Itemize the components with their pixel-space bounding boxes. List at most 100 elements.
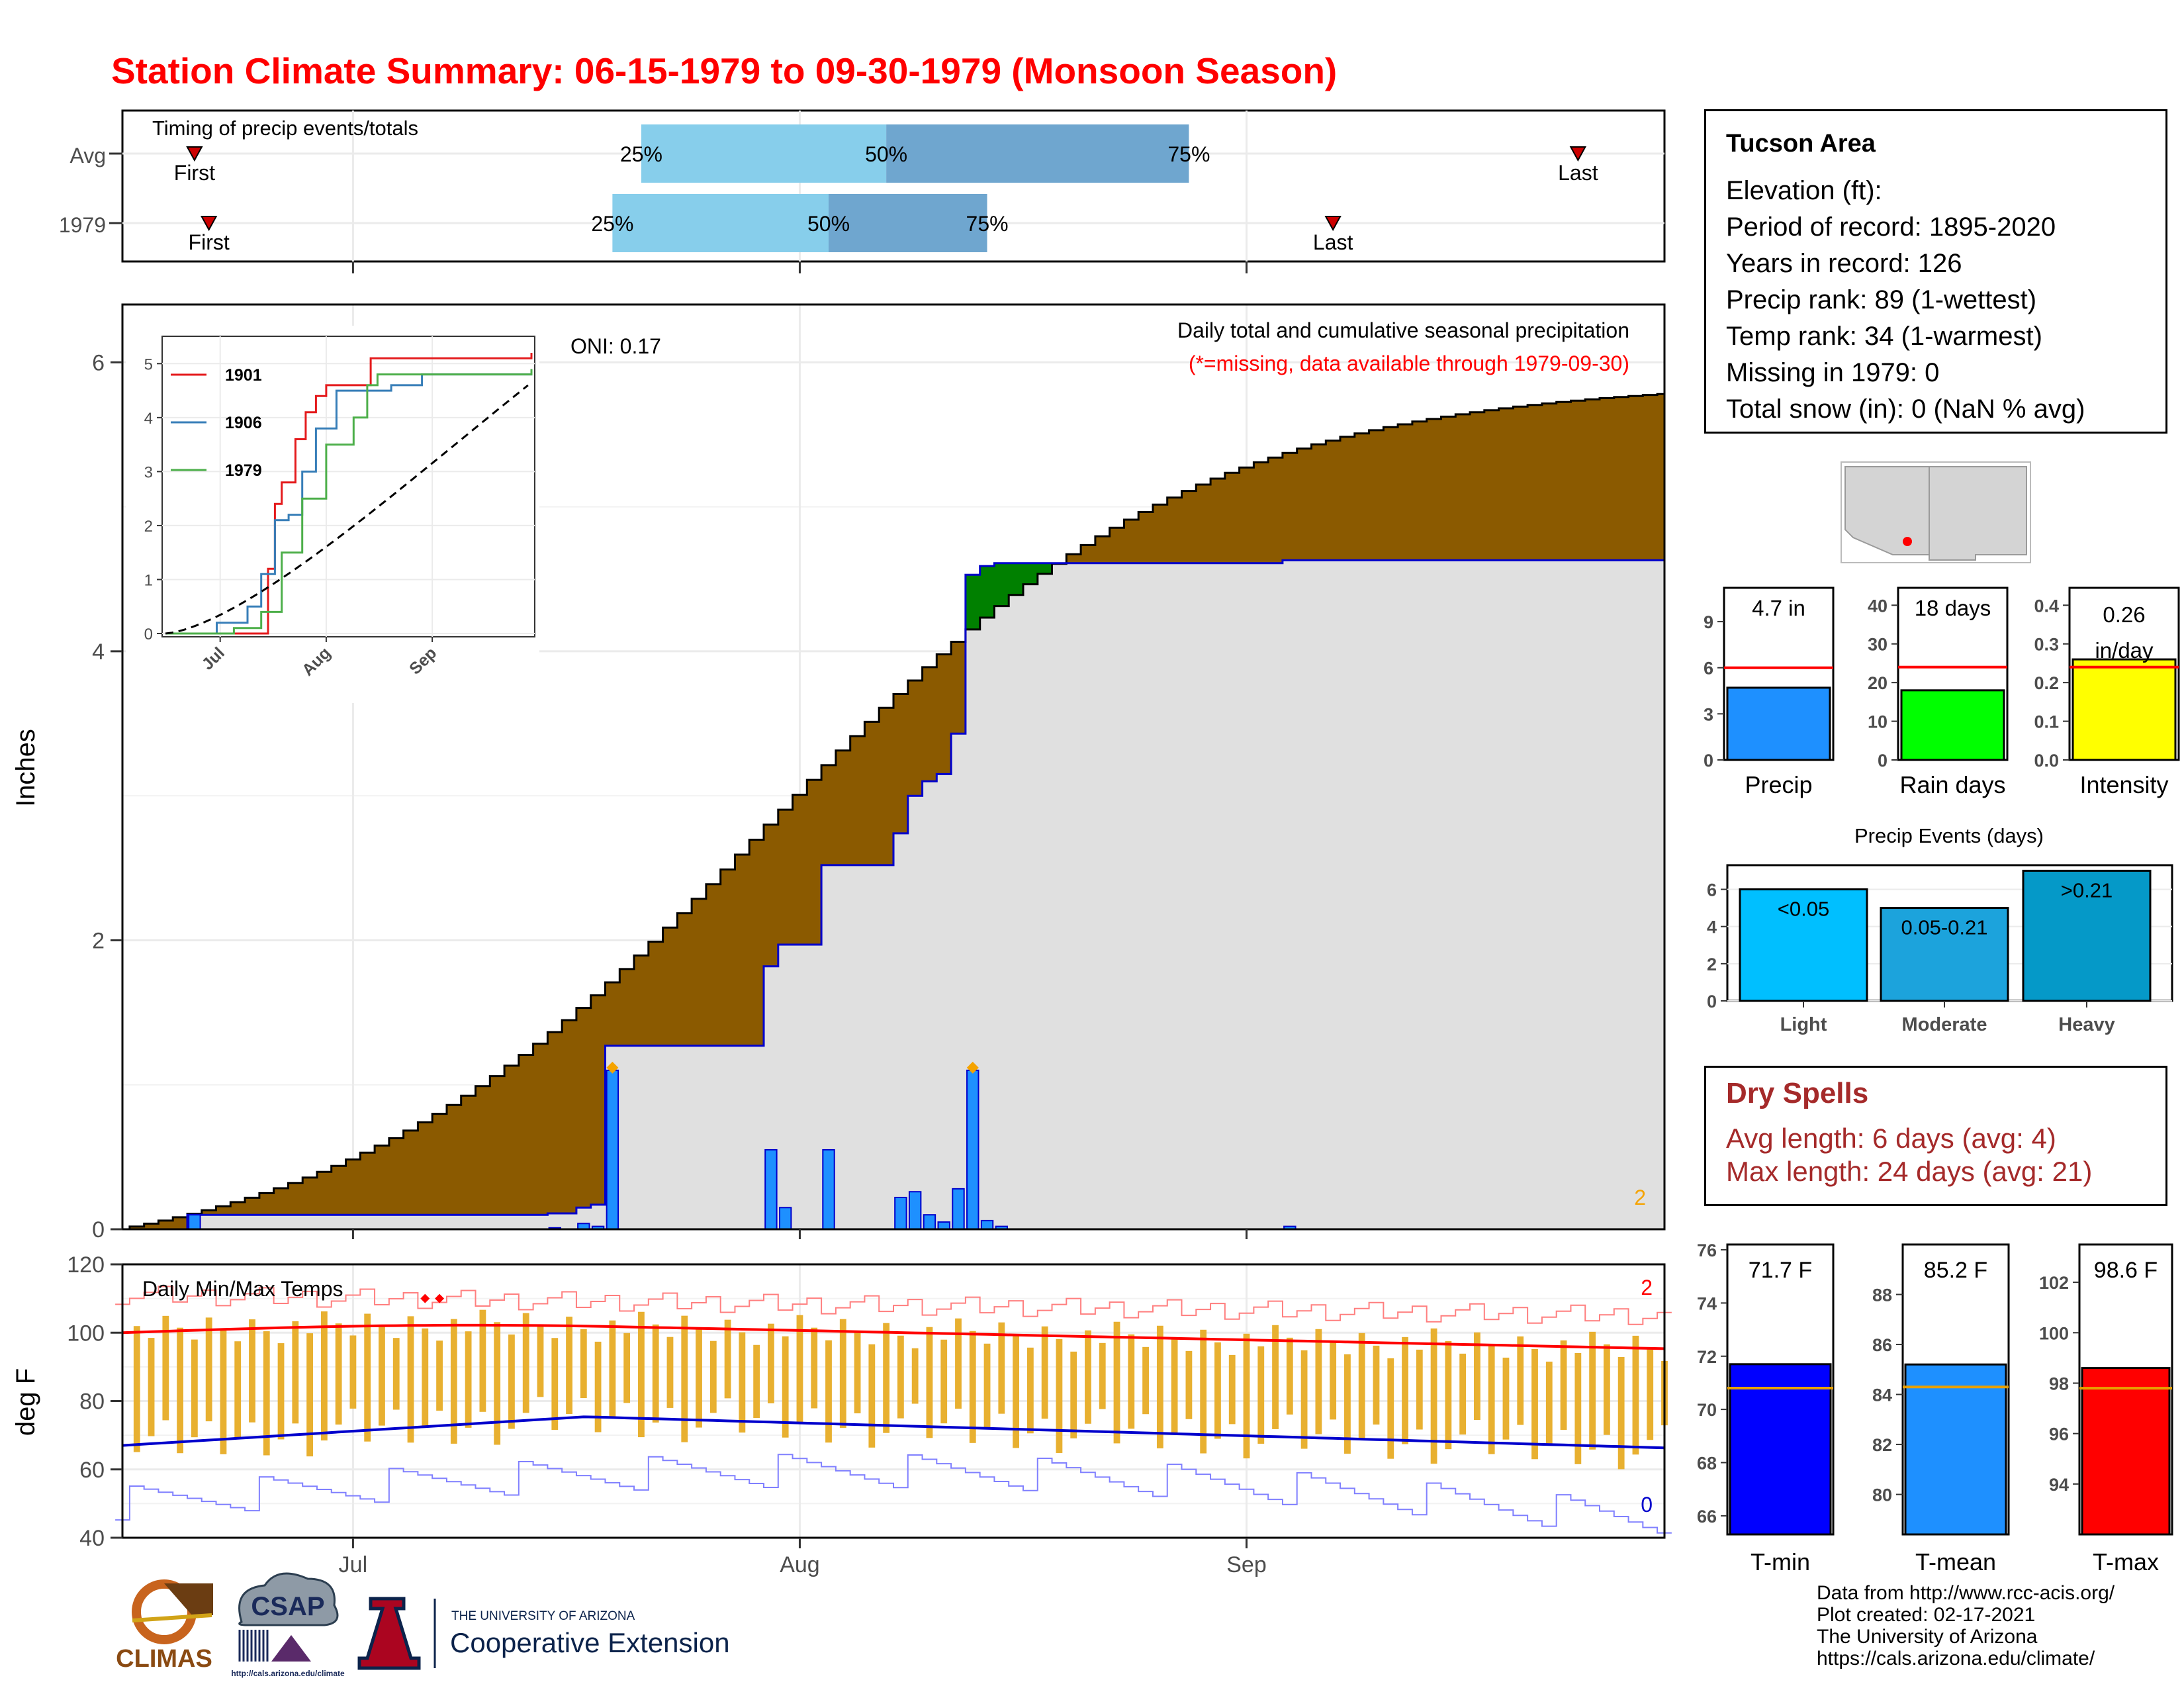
station-period: Period of record: 1895-2020 xyxy=(1726,212,2056,242)
record-precip-marker xyxy=(966,1061,979,1074)
daily-temp-range-bar xyxy=(1474,1332,1480,1420)
daily-temp-range-bar xyxy=(1228,1354,1236,1425)
daily-temp-range-bar xyxy=(1502,1357,1510,1440)
daily-temp-range-bar xyxy=(1070,1351,1077,1438)
mini-bar-value-label: 0.26 xyxy=(2103,602,2145,627)
timing-q25-q50-bar xyxy=(612,194,829,252)
precip-ytick-label: 2 xyxy=(92,928,105,953)
daily-temp-range-bar xyxy=(349,1335,357,1409)
dry-spells-box: Dry Spells Avg length: 6 days (avg: 4) M… xyxy=(1704,1066,2167,1206)
events-ytick-label: 4 xyxy=(1707,917,1717,937)
daily-temp-range-bar xyxy=(249,1319,255,1423)
temp-bar-ytick-label: 82 xyxy=(1872,1435,1892,1455)
inset-ytick-label: 5 xyxy=(144,355,153,373)
events-category-label: Moderate xyxy=(1902,1014,1987,1035)
station-temp-rank: Temp rank: 34 (1-warmest) xyxy=(1726,322,2042,351)
daily-temp-range-bar xyxy=(825,1340,832,1443)
timing-q25-q50-bar xyxy=(641,124,887,183)
daily-temp-range-bar xyxy=(623,1333,631,1403)
record-low-count: 0 xyxy=(1641,1493,1653,1517)
timing-row-label: Avg xyxy=(69,144,106,167)
timing-last-marker xyxy=(1324,216,1342,232)
temp-bar-value xyxy=(2081,1367,2171,1536)
timing-q50-q75-bar xyxy=(829,194,987,252)
daily-temp-range-bar xyxy=(1574,1352,1582,1464)
mini-bar-ytick-label: 0.0 xyxy=(2034,751,2059,771)
footer-line: Plot created: 02-17-2021 xyxy=(1817,1604,2036,1626)
daily-precip-bar xyxy=(764,1149,778,1230)
daily-temp-range-bar xyxy=(1056,1338,1063,1453)
daily-temp-range-bar xyxy=(292,1321,299,1424)
inset-legend-label: 1979 xyxy=(225,461,262,480)
precip-ytick-label: 6 xyxy=(92,350,105,375)
record-high-count: 2 xyxy=(1641,1276,1653,1299)
temp-bar-ytick-label: 72 xyxy=(1697,1347,1717,1367)
mini-bar-ytick-label: 9 xyxy=(1704,612,1713,632)
station-title: Tucson Area xyxy=(1726,130,1876,158)
inset-frame xyxy=(161,336,535,637)
daily-temp-range-bar xyxy=(811,1327,818,1409)
temp-bar-ytick-label: 66 xyxy=(1697,1507,1717,1526)
footer-credits: Data from http://www.rcc-acis.org/ Plot … xyxy=(1817,1582,2115,1669)
daily-temp-range-bar xyxy=(1488,1344,1495,1454)
daily-temp-range-bar xyxy=(450,1319,457,1444)
mini-bar-ytick-label: 0.3 xyxy=(2034,635,2059,655)
daily-temp-range-bar xyxy=(392,1338,400,1410)
inset-legend-label: 1901 xyxy=(225,366,262,385)
dry-spells-avg: Avg length: 6 days (avg: 4) xyxy=(1726,1123,2056,1154)
temp-bar-ytick-label: 80 xyxy=(1872,1485,1892,1505)
daily-temp-range-bar xyxy=(1142,1346,1149,1415)
temp-panel-title: Daily Min/Max Temps xyxy=(142,1277,343,1301)
daily-temp-range-bar xyxy=(681,1315,688,1442)
mini-bar-ytick-label: 0.4 xyxy=(2034,596,2059,616)
daily-temp-range-bar xyxy=(335,1323,342,1425)
temp-bar-value-label: 71.7 F xyxy=(1749,1258,1812,1283)
events-bar-label: >0.21 xyxy=(2061,878,2113,902)
dry-spells-title: Dry Spells xyxy=(1726,1077,1869,1109)
daily-precip-bar xyxy=(908,1191,922,1230)
inset-ytick-label: 2 xyxy=(144,518,153,536)
temp-ytick-label: 80 xyxy=(79,1389,105,1415)
inset-ytick-label: 4 xyxy=(144,410,153,428)
daily-temp-range-bar xyxy=(1128,1334,1135,1429)
temp-bar-ytick-label: 98 xyxy=(2049,1374,2069,1393)
mini-bar-ytick-label: 3 xyxy=(1704,704,1713,724)
events-title: Precip Events (days) xyxy=(1854,824,2044,847)
daily-temp-range-bar xyxy=(1387,1358,1394,1459)
precip-chart: 0 2 4 6 Inches ONI: 0.17 Daily total and cumul… xyxy=(11,303,1666,1243)
inset-series-line xyxy=(165,353,533,635)
university-of-arizona-logo xyxy=(357,1597,421,1670)
daily-temp-range-bar xyxy=(983,1343,991,1429)
mini-bar-ytick-label: 40 xyxy=(1868,596,1888,616)
temp-bar-ytick-label: 96 xyxy=(2049,1425,2069,1444)
daily-temp-range-bar xyxy=(1560,1340,1567,1430)
mini-bar-label: Rain days xyxy=(1899,771,2005,798)
daily-temp-range-bar xyxy=(1257,1346,1265,1444)
temp-bar-value-label: 85.2 F xyxy=(1924,1258,1987,1283)
daily-temp-range-bar xyxy=(594,1341,602,1432)
daily-temp-range-bar xyxy=(1647,1348,1654,1440)
precip-events-chart: Precip Events (days) <0.05 Light 0.05-0.21 M… xyxy=(1707,824,2173,1035)
daily-temp-range-bar xyxy=(1344,1354,1351,1454)
record-high-marker xyxy=(435,1293,445,1303)
daily-temp-range-bar xyxy=(1171,1338,1178,1434)
mini-bar-label: Intensity xyxy=(2079,771,2168,798)
station-precip-rank: Precip rank: 89 (1-wettest) xyxy=(1726,285,2037,314)
csap-mountain-icon xyxy=(271,1635,311,1662)
mini-bar-ytick-label: 0 xyxy=(1704,751,1713,771)
mini-bar-ytick-label: 30 xyxy=(1868,635,1888,655)
daily-temp-range-bar xyxy=(1099,1342,1106,1409)
timing-first-marker xyxy=(186,146,203,162)
temp-bar-label: T-max xyxy=(2093,1548,2159,1575)
daily-temp-range-bar xyxy=(1445,1340,1452,1450)
footer-line: Data from http://www.rcc-acis.org/ xyxy=(1817,1582,2115,1604)
events-bar-label: 0.05-0.21 xyxy=(1901,916,1988,939)
daily-precip-bar xyxy=(606,1069,619,1230)
daily-temp-range-bar xyxy=(1416,1349,1423,1430)
avg-min-temp-line xyxy=(122,1415,1665,1450)
daily-precip-bar xyxy=(894,1196,907,1231)
daily-precip-bar xyxy=(980,1219,994,1230)
timing-last-marker xyxy=(1569,146,1587,162)
daily-temp-range-bar xyxy=(1430,1328,1437,1464)
daily-precip-bar xyxy=(937,1221,950,1230)
